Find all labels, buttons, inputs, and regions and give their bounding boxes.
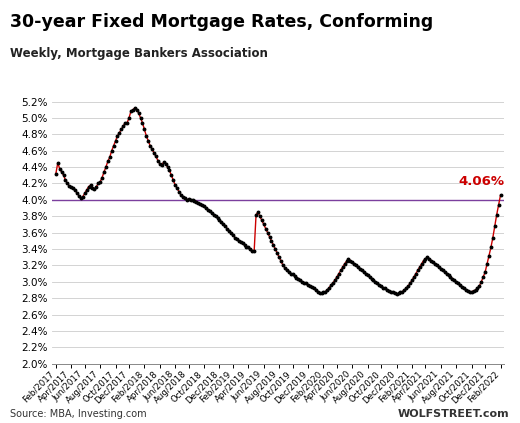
Text: WOLFSTREET.com: WOLFSTREET.com [398,409,510,419]
Text: Weekly, Mortgage Bankers Association: Weekly, Mortgage Bankers Association [10,47,268,60]
Text: Source: MBA, Investing.com: Source: MBA, Investing.com [10,409,147,419]
Text: 4.06%: 4.06% [458,176,504,188]
Text: 30-year Fixed Mortgage Rates, Conforming: 30-year Fixed Mortgage Rates, Conforming [10,13,434,31]
